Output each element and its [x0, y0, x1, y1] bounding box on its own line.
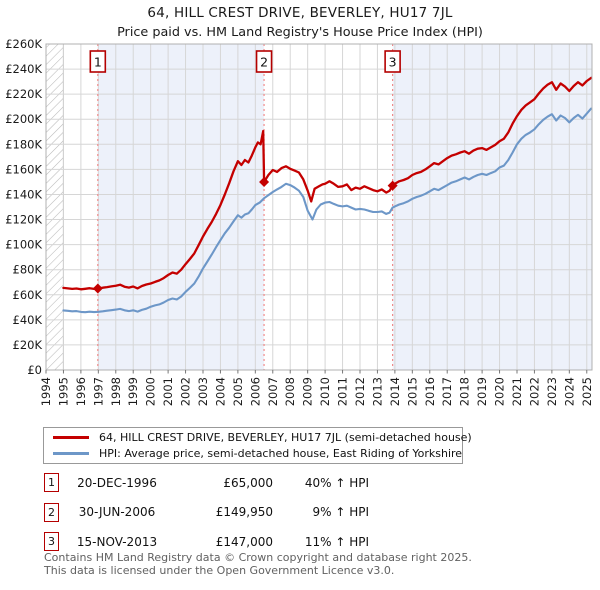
svg-text:2003: 2003: [196, 377, 210, 406]
hpi-line-swatch: [53, 452, 89, 455]
x-axis-labels: 1994 1995 1996 1997 1998 1999 2000 2001 2002 2003…: [39, 370, 594, 406]
sale-number-boxes: 1 2 3: [89, 50, 401, 73]
svg-text:2015: 2015: [405, 377, 419, 406]
sale-dashed-lines: [97, 44, 394, 370]
svg-text:2019: 2019: [475, 377, 489, 406]
svg-text:2: 2: [260, 55, 268, 70]
svg-text:2020: 2020: [493, 377, 507, 406]
sale-number-badge-3: 3: [44, 532, 59, 551]
sale-hpi-delta-1: 40% ↑ HPI: [304, 475, 369, 490]
hatch-no-data-region: [46, 44, 64, 370]
svg-text:1999: 1999: [126, 377, 140, 406]
legend-label-hpi: HPI: Average price, semi-detached house,…: [99, 447, 463, 460]
sale-number-badge-2: 2: [44, 502, 59, 522]
svg-text:£100K: £100K: [5, 238, 42, 252]
license-note: Contains HM Land Registry data © Crown c…: [44, 551, 472, 577]
svg-text:2002: 2002: [179, 377, 193, 406]
svg-text:2011: 2011: [336, 377, 350, 406]
sale-price-3: £147,000: [215, 534, 273, 549]
svg-text:2024: 2024: [562, 377, 576, 406]
y-axis-labels: £0 £20K £40K £60K £80K £100K £120K £140K £160K £1…: [5, 37, 42, 377]
svg-text:1998: 1998: [109, 377, 123, 406]
svg-text:£80K: £80K: [13, 263, 43, 277]
svg-text:£140K: £140K: [5, 187, 42, 201]
sale-date-3: 15-NOV-2013: [76, 534, 158, 549]
sales-table: 1 20-DEC-1996 £65,000 40% ↑ HPI 2 30-JUN…: [44, 472, 369, 561]
svg-text:2000: 2000: [144, 377, 158, 406]
svg-text:£200K: £200K: [5, 112, 42, 126]
plot-border: [45, 43, 593, 371]
svg-text:£20K: £20K: [13, 338, 43, 352]
svg-text:£40K: £40K: [13, 313, 43, 327]
svg-text:2007: 2007: [266, 377, 280, 406]
sale-date-2: 30-JUN-2006: [78, 505, 156, 519]
footer-line-2: This data is licensed under the Open Gov…: [44, 563, 395, 577]
svg-text:2001: 2001: [161, 377, 175, 406]
sale-number-badge-1: 1: [44, 473, 59, 492]
svg-text:£260K: £260K: [5, 37, 42, 51]
price-paid-series-line: [62, 76, 593, 291]
svg-text:£220K: £220K: [5, 87, 42, 101]
svg-text:2010: 2010: [318, 377, 332, 406]
legend-item-price-paid: 64, HILL CREST DRIVE, BEVERLEY, HU17 7JL…: [53, 431, 472, 444]
sale-hpi-delta-2: 9% ↑ HPI: [312, 505, 369, 519]
hpi-average-series-line: [62, 107, 593, 314]
sale-price-1: £65,000: [223, 475, 273, 490]
sale-date-1: 20-DEC-1996: [77, 475, 157, 490]
svg-text:2016: 2016: [423, 377, 437, 406]
svg-text:£60K: £60K: [13, 288, 43, 302]
svg-text:1994: 1994: [39, 377, 53, 406]
chart-legend: 64, HILL CREST DRIVE, BEVERLEY, HU17 7JL…: [43, 427, 472, 464]
sale-row-2: 2 30-JUN-2006 £149,950 9% ↑ HPI: [44, 502, 369, 523]
svg-text:2025: 2025: [580, 377, 594, 406]
svg-text:2009: 2009: [301, 377, 315, 406]
svg-text:1: 1: [94, 55, 102, 70]
svg-text:2022: 2022: [527, 377, 541, 406]
svg-text:1996: 1996: [74, 377, 88, 406]
sale-price-2: £149,950: [215, 505, 273, 519]
svg-text:2018: 2018: [458, 377, 472, 406]
sale-row-1: 1 20-DEC-1996 £65,000 40% ↑ HPI: [44, 472, 369, 493]
price-paid-line-swatch: [53, 436, 89, 439]
price-history-chart: 1 2 3 £0 £20K £40K £60K £80K £100K £120K £140K £160…: [5, 37, 594, 406]
svg-text:2021: 2021: [510, 377, 524, 406]
svg-text:£160K: £160K: [5, 162, 42, 176]
svg-text:3: 3: [389, 55, 397, 70]
svg-text:2014: 2014: [388, 377, 402, 406]
svg-text:2008: 2008: [283, 377, 297, 406]
sale-hpi-delta-3: 11% ↑ HPI: [304, 534, 369, 549]
shaded-bands: [97, 44, 592, 370]
svg-text:£180K: £180K: [5, 137, 42, 151]
svg-text:£120K: £120K: [5, 213, 42, 227]
svg-text:2023: 2023: [545, 377, 559, 406]
svg-text:1997: 1997: [91, 377, 105, 406]
svg-text:2012: 2012: [353, 377, 367, 406]
svg-text:2005: 2005: [231, 377, 245, 406]
svg-text:1995: 1995: [56, 377, 70, 406]
svg-text:2017: 2017: [440, 377, 454, 406]
page-title: 64, HILL CREST DRIVE, BEVERLEY, HU17 7JL: [147, 5, 453, 21]
sale-markers: [92, 176, 398, 294]
svg-text:2006: 2006: [248, 377, 262, 406]
svg-text:2013: 2013: [370, 377, 384, 406]
legend-item-hpi: HPI: Average price, semi-detached house,…: [53, 447, 462, 460]
gridlines: [46, 44, 592, 370]
footer-line-1: Contains HM Land Registry data © Crown c…: [44, 551, 472, 564]
svg-text:2004: 2004: [213, 377, 227, 406]
legend-label-price-paid: 64, HILL CREST DRIVE, BEVERLEY, HU17 7JL…: [99, 431, 472, 444]
svg-text:£0: £0: [27, 363, 42, 377]
svg-text:£240K: £240K: [5, 62, 42, 76]
page-subtitle: Price paid vs. HM Land Registry's House …: [117, 25, 483, 40]
sale-row-3: 3 15-NOV-2013 £147,000 11% ↑ HPI: [44, 531, 369, 552]
